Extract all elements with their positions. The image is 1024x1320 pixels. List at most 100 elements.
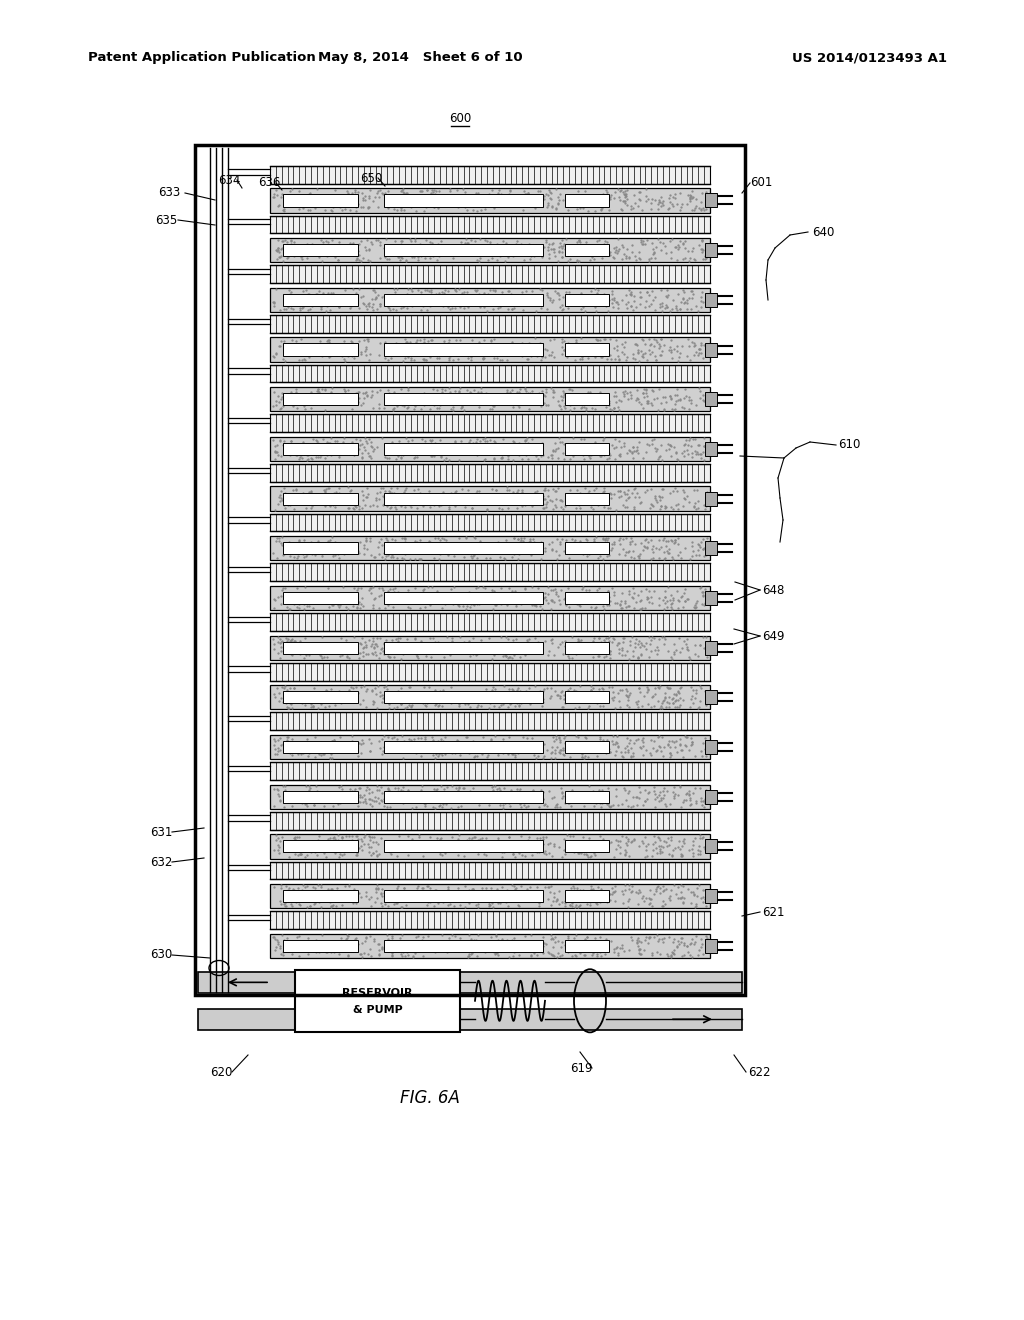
Point (369, 875, 385, 896)
Point (679, 726, 695, 747)
Point (273, 527, 290, 548)
Point (486, 595, 503, 616)
Point (296, 933, 312, 954)
Point (617, 685, 634, 706)
Point (349, 829, 366, 850)
Point (300, 288, 316, 309)
Point (510, 741, 526, 762)
Point (420, 392, 436, 413)
Point (625, 645, 641, 667)
Point (610, 544, 627, 565)
Point (602, 742, 618, 763)
Point (433, 730, 450, 751)
Point (551, 190, 567, 211)
Point (536, 488, 552, 510)
Point (383, 781, 399, 803)
Point (331, 944, 347, 965)
Point (694, 593, 711, 614)
Point (283, 430, 299, 451)
Point (684, 187, 700, 209)
Point (612, 189, 629, 210)
Point (563, 235, 580, 256)
Point (312, 587, 329, 609)
Point (422, 585, 438, 606)
Point (693, 936, 710, 957)
Point (339, 181, 355, 202)
Point (591, 678, 607, 700)
Point (639, 281, 655, 302)
Point (602, 640, 618, 661)
Point (481, 894, 498, 915)
Point (678, 385, 694, 407)
Point (510, 836, 526, 857)
Point (590, 634, 606, 655)
Point (566, 240, 583, 261)
Point (611, 444, 628, 465)
Point (558, 281, 574, 302)
Point (571, 433, 588, 454)
Point (666, 928, 682, 949)
Point (505, 285, 521, 306)
Point (333, 776, 349, 797)
Point (640, 189, 656, 210)
Point (436, 883, 453, 904)
Point (346, 180, 362, 201)
Point (354, 840, 371, 861)
Point (429, 347, 445, 368)
Point (548, 795, 564, 816)
Point (414, 187, 430, 209)
Point (273, 826, 290, 847)
Point (554, 329, 570, 350)
Point (268, 279, 285, 300)
Point (561, 597, 578, 618)
Point (347, 927, 364, 948)
Point (468, 341, 484, 362)
Point (691, 940, 708, 961)
Point (326, 729, 342, 750)
Point (440, 544, 457, 565)
Point (667, 737, 683, 758)
Point (321, 433, 337, 454)
Point (445, 396, 462, 417)
Point (531, 690, 548, 711)
Point (460, 391, 476, 412)
Point (416, 832, 432, 853)
Point (559, 792, 575, 813)
Point (308, 929, 325, 950)
Point (617, 789, 634, 810)
Point (646, 329, 663, 350)
Point (476, 941, 493, 962)
Point (458, 686, 474, 708)
Point (698, 182, 715, 203)
Point (509, 498, 525, 519)
Point (266, 292, 283, 313)
Point (683, 185, 699, 206)
Point (551, 837, 567, 858)
Point (635, 231, 651, 252)
Point (571, 389, 588, 411)
Point (468, 929, 484, 950)
Point (291, 894, 307, 915)
Point (679, 298, 695, 319)
Point (564, 379, 581, 400)
Point (569, 490, 586, 511)
Point (494, 499, 510, 520)
Point (587, 399, 603, 420)
Point (498, 235, 514, 256)
Point (635, 385, 651, 407)
Point (501, 890, 517, 911)
Point (564, 945, 581, 966)
Point (586, 531, 602, 552)
Point (582, 234, 598, 255)
Point (620, 896, 636, 917)
Point (419, 280, 435, 301)
Point (423, 180, 439, 201)
Point (358, 527, 375, 548)
Point (536, 678, 552, 700)
Point (393, 939, 410, 960)
Point (392, 236, 409, 257)
Point (445, 545, 462, 566)
Point (633, 532, 649, 553)
Point (669, 194, 685, 215)
Point (597, 185, 613, 206)
